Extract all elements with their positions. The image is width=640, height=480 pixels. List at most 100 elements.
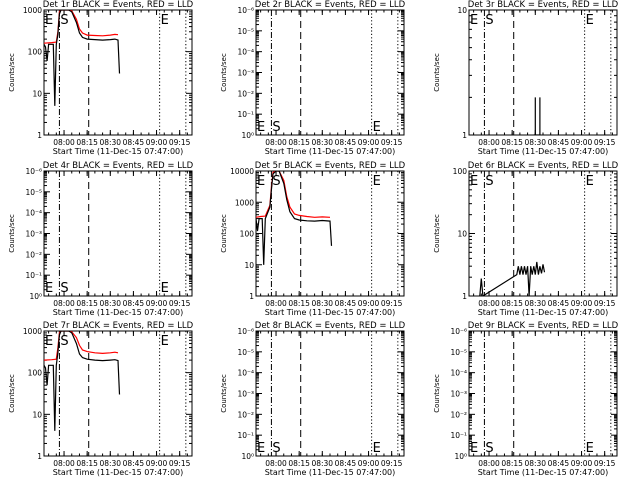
event-marker-label: S bbox=[485, 174, 493, 189]
event-marker-label: S bbox=[485, 13, 493, 28]
x-axis-label: Start Time (11-Dec-15 07:47:00) bbox=[265, 147, 396, 156]
plot-frame bbox=[43, 170, 193, 297]
chart-title: Det 6r BLACK = Events, RED = LLD bbox=[468, 161, 619, 171]
y-tick-label: 1 bbox=[249, 292, 254, 301]
y-axis-label: Counts/sec bbox=[220, 53, 228, 92]
chart-panel-6: Det 6r BLACK = Events, RED = LLD 1 10 100 08… bbox=[433, 161, 619, 317]
event-marker-label: E bbox=[586, 441, 594, 456]
chart-title: Det 3r BLACK = Events, RED = LLD bbox=[468, 0, 619, 10]
y-tick-label: 10 bbox=[32, 89, 42, 98]
y-tick-label: 10⁻² bbox=[237, 89, 254, 98]
chart-panel-8: Det 8r BLACK = Events, RED = LLD 10⁰ 10⁻¹ 1… bbox=[220, 321, 406, 477]
x-tick-label: 08:15 bbox=[76, 299, 98, 308]
y-tick-label: 10⁻¹ bbox=[237, 431, 254, 440]
x-tick-label: 08:00 bbox=[53, 138, 75, 147]
x-axis-label: Start Time (11-Dec-15 07:47:00) bbox=[478, 468, 609, 477]
x-tick-label: 08:30 bbox=[524, 299, 546, 308]
chart-title: Det 8r BLACK = Events, RED = LLD bbox=[255, 321, 406, 331]
y-axis-label: Counts/sec bbox=[8, 53, 16, 92]
x-tick-label: 09:15 bbox=[381, 138, 403, 147]
x-tick-label: 08:15 bbox=[501, 138, 523, 147]
event-marker-label: E bbox=[373, 174, 381, 189]
chart-title: Det 5r BLACK = Events, RED = LLD bbox=[255, 161, 406, 171]
event-marker-label: E bbox=[45, 334, 53, 349]
x-tick-label: 08:30 bbox=[524, 459, 546, 468]
x-tick-label: 08:45 bbox=[548, 299, 570, 308]
event-marker-label: E bbox=[45, 281, 53, 296]
event-marker-label: S bbox=[485, 441, 493, 456]
x-tick-label: 08:00 bbox=[265, 459, 287, 468]
x-tick-label: 08:30 bbox=[524, 138, 546, 147]
plot-frame bbox=[255, 330, 405, 457]
events-series-line bbox=[44, 10, 121, 106]
events-series-line bbox=[533, 97, 541, 135]
x-tick-label: 08:30 bbox=[311, 459, 333, 468]
x-tick-label: 09:00 bbox=[358, 459, 380, 468]
x-axis-label: Start Time (11-Dec-15 07:47:00) bbox=[478, 308, 609, 317]
y-axis-label: Counts/sec bbox=[433, 214, 441, 253]
y-tick-label: 10⁰ bbox=[241, 452, 254, 461]
event-marker-label: E bbox=[45, 13, 53, 28]
y-tick-label: 10⁻⁶ bbox=[450, 327, 467, 336]
event-marker-label: E bbox=[257, 120, 265, 135]
x-tick-label: 09:00 bbox=[358, 138, 380, 147]
event-marker-label: E bbox=[470, 174, 478, 189]
x-axis-label: Start Time (11-Dec-15 07:47:00) bbox=[53, 308, 184, 317]
y-tick-label: 10⁻³ bbox=[25, 230, 42, 239]
x-axis-label: Start Time (11-Dec-15 07:47:00) bbox=[53, 147, 184, 156]
x-tick-label: 08:30 bbox=[99, 299, 121, 308]
y-axis-label: Counts/sec bbox=[433, 53, 441, 92]
plot-frame bbox=[43, 330, 193, 457]
chart-panel-9: Det 9r BLACK = Events, RED = LLD 10⁰ 10⁻¹ 1… bbox=[433, 321, 619, 477]
y-tick-label: 10⁻² bbox=[237, 410, 254, 419]
y-axis-label: Counts/sec bbox=[220, 214, 228, 253]
x-axis-label: Start Time (11-Dec-15 07:47:00) bbox=[478, 147, 609, 156]
x-tick-label: 08:00 bbox=[478, 459, 500, 468]
event-marker-label: E bbox=[257, 441, 265, 456]
events-series-line bbox=[479, 261, 546, 296]
y-tick-label: 100 bbox=[28, 369, 43, 378]
y-tick-label: 10⁻⁵ bbox=[237, 348, 254, 357]
y-tick-label: 100 bbox=[453, 167, 468, 176]
event-marker-label: E bbox=[586, 13, 594, 28]
y-tick-label: 10 bbox=[244, 261, 254, 270]
x-tick-label: 09:15 bbox=[594, 138, 616, 147]
chart-title: Det 7r BLACK = Events, RED = LLD bbox=[43, 321, 194, 331]
event-marker-label: E bbox=[161, 13, 169, 28]
x-tick-label: 08:15 bbox=[501, 459, 523, 468]
y-tick-label: 10⁻⁵ bbox=[450, 348, 467, 357]
chart-panel-1: Det 1r BLACK = Events, RED = LLD 1 10 100 10… bbox=[8, 0, 194, 156]
y-tick-label: 10⁻³ bbox=[450, 390, 467, 399]
x-tick-label: 08:45 bbox=[335, 299, 357, 308]
chart-title: Det 9r BLACK = Events, RED = LLD bbox=[468, 321, 619, 331]
chart-panel-2: Det 2r BLACK = Events, RED = LLD 10⁰ 10⁻¹ 1… bbox=[220, 0, 406, 156]
x-tick-label: 09:00 bbox=[146, 459, 168, 468]
y-tick-label: 1 bbox=[37, 452, 42, 461]
x-tick-label: 09:00 bbox=[571, 138, 593, 147]
y-tick-label: 1000 bbox=[23, 6, 42, 15]
x-tick-label: 08:45 bbox=[548, 459, 570, 468]
y-tick-label: 10⁻¹ bbox=[25, 271, 42, 280]
plot-frame bbox=[43, 9, 193, 136]
x-tick-label: 08:15 bbox=[501, 299, 523, 308]
y-tick-label: 10⁻² bbox=[25, 250, 42, 259]
lld-series-line bbox=[44, 10, 119, 44]
x-tick-label: 08:15 bbox=[288, 299, 310, 308]
y-tick-label: 10 bbox=[32, 410, 42, 419]
x-tick-label: 09:15 bbox=[381, 459, 403, 468]
y-tick-label: 10⁻³ bbox=[237, 390, 254, 399]
y-tick-label: 10⁰ bbox=[454, 452, 467, 461]
event-marker-label: E bbox=[470, 13, 478, 28]
plot-frame bbox=[468, 9, 618, 136]
x-tick-label: 08:30 bbox=[311, 138, 333, 147]
chart-title: Det 2r BLACK = Events, RED = LLD bbox=[255, 0, 406, 10]
event-marker-label: E bbox=[373, 120, 381, 135]
chart-title: Det 1r BLACK = Events, RED = LLD bbox=[43, 0, 194, 10]
y-tick-label: 10⁻¹ bbox=[237, 110, 254, 119]
x-tick-label: 09:15 bbox=[381, 299, 403, 308]
x-tick-label: 09:15 bbox=[169, 138, 191, 147]
y-tick-label: 10 bbox=[457, 6, 467, 15]
y-tick-label: 10 bbox=[457, 230, 467, 239]
y-tick-label: 10⁻⁶ bbox=[237, 327, 254, 336]
